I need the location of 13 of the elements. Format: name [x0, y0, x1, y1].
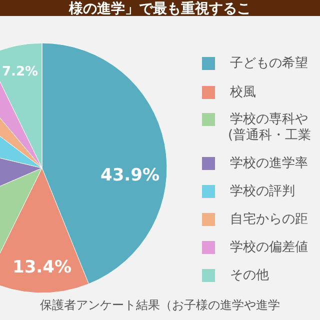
legend-label: 学校の進学率	[230, 154, 308, 171]
legend-label: 校風	[229, 84, 256, 100]
legend-label: 学校の偏差値	[230, 240, 308, 255]
legend-label: その他	[230, 268, 269, 283]
data-label: 13.4%	[12, 258, 72, 278]
data-label: 43.9%	[100, 166, 160, 186]
legend-label: 学校の評判	[230, 184, 295, 199]
legend-label: 学校の専科や (普通科・工業	[228, 112, 312, 143]
legend-label: 自宅からの距	[230, 210, 308, 227]
chart-title: 様の進学」で最も重視するこ	[68, 0, 251, 17]
legend-label: 子どもの希望	[230, 56, 308, 71]
text: 保護者アンケート結果（お子様の進学や進学	[40, 298, 280, 312]
data-label: 7.2%	[2, 64, 38, 80]
